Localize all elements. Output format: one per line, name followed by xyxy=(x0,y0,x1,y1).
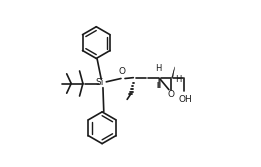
Text: OH: OH xyxy=(178,95,192,104)
Text: H: H xyxy=(175,75,182,84)
Polygon shape xyxy=(172,67,175,78)
Text: Si: Si xyxy=(95,78,103,87)
Text: O: O xyxy=(119,67,126,76)
Text: O: O xyxy=(168,90,175,99)
Text: H: H xyxy=(155,64,162,73)
